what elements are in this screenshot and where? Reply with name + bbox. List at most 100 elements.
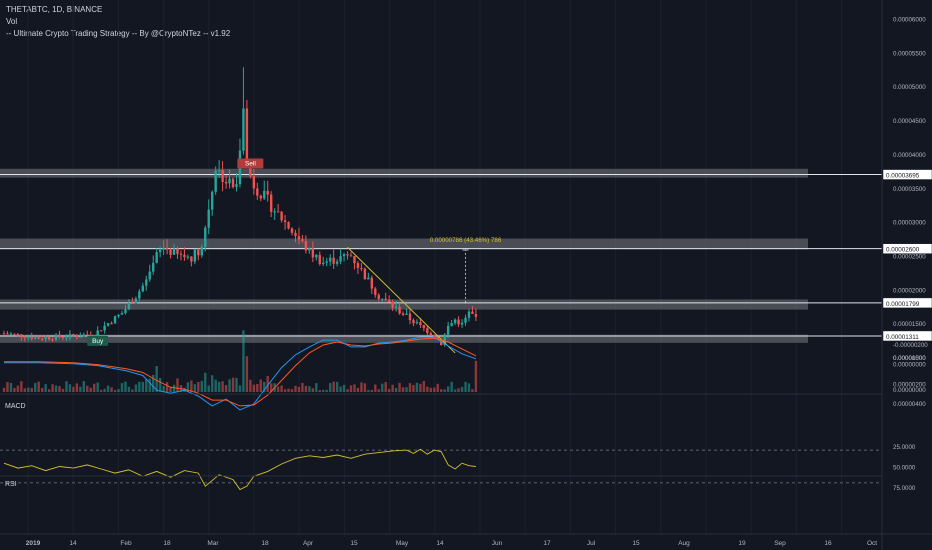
candle-body[interactable]: [37, 337, 40, 339]
candle-body[interactable]: [249, 165, 252, 177]
candle-body[interactable]: [287, 222, 290, 229]
candle-body[interactable]: [446, 325, 450, 335]
candle-body[interactable]: [457, 319, 460, 325]
candle-body[interactable]: [242, 108, 245, 151]
candle-body[interactable]: [179, 253, 183, 255]
candle-body[interactable]: [311, 248, 315, 258]
candle-body[interactable]: [440, 339, 443, 346]
candle-body[interactable]: [245, 108, 249, 166]
candle-body[interactable]: [224, 181, 228, 184]
candle-body[interactable]: [474, 314, 478, 317]
candle-body[interactable]: [412, 320, 415, 324]
candle-body[interactable]: [408, 313, 412, 321]
candle-body[interactable]: [301, 239, 304, 241]
candle-body[interactable]: [217, 170, 221, 172]
candle-body[interactable]: [304, 240, 308, 251]
candle-body[interactable]: [436, 337, 439, 340]
candle-body[interactable]: [127, 302, 131, 310]
candle-body[interactable]: [415, 322, 419, 324]
candle-body[interactable]: [384, 298, 387, 300]
candle-body[interactable]: [433, 335, 436, 338]
candle-body[interactable]: [214, 170, 217, 192]
candle-body[interactable]: [280, 211, 283, 221]
candle-body[interactable]: [27, 337, 30, 339]
candle-body[interactable]: [335, 261, 339, 264]
candle-body[interactable]: [124, 309, 127, 314]
candle-body[interactable]: [165, 247, 169, 250]
candle-body[interactable]: [162, 247, 165, 250]
candle-body[interactable]: [228, 178, 231, 184]
candle-body[interactable]: [103, 325, 106, 331]
candle-body[interactable]: [332, 257, 335, 264]
candle-body[interactable]: [99, 330, 103, 332]
candle-body[interactable]: [283, 220, 287, 223]
candle-body[interactable]: [34, 337, 37, 339]
candle-body[interactable]: [9, 333, 13, 335]
candle-body[interactable]: [339, 256, 342, 262]
candle-body[interactable]: [6, 333, 9, 335]
candle-body[interactable]: [391, 302, 394, 308]
candle-body[interactable]: [460, 322, 464, 325]
candle-body[interactable]: [294, 232, 297, 237]
candle-body[interactable]: [387, 299, 391, 303]
candle-body[interactable]: [453, 319, 457, 324]
candle-body[interactable]: [152, 262, 155, 272]
candle-body[interactable]: [193, 249, 197, 262]
candle-body[interactable]: [110, 323, 113, 325]
candle-body[interactable]: [155, 252, 158, 263]
candle-body[interactable]: [356, 263, 360, 269]
candle-body[interactable]: [394, 306, 398, 308]
candle-body[interactable]: [426, 328, 429, 334]
candle-body[interactable]: [471, 311, 474, 315]
candle-body[interactable]: [263, 190, 266, 199]
candle-body[interactable]: [370, 277, 374, 289]
candle-body[interactable]: [47, 337, 51, 340]
candle-body[interactable]: [325, 261, 328, 263]
candle-body[interactable]: [158, 249, 162, 253]
candle-body[interactable]: [231, 178, 235, 188]
candle-body[interactable]: [30, 337, 33, 339]
candle-body[interactable]: [68, 333, 72, 338]
drawings[interactable]: Sell Buy 0.00000786 (43.46%) 786: [87, 158, 502, 354]
candle-body[interactable]: [419, 322, 422, 326]
candle-body[interactable]: [308, 248, 311, 251]
candle-body[interactable]: [82, 334, 86, 337]
candle-body[interactable]: [211, 191, 214, 210]
candle-body[interactable]: [176, 248, 179, 254]
descending-trendline[interactable]: [347, 246, 456, 354]
candle-body[interactable]: [79, 336, 82, 338]
candle-body[interactable]: [346, 254, 349, 256]
candle-body[interactable]: [51, 339, 54, 341]
candle-body[interactable]: [2, 333, 6, 335]
candle-body[interactable]: [422, 325, 426, 329]
candle-body[interactable]: [96, 330, 99, 337]
candle-body[interactable]: [65, 337, 68, 339]
candle-body[interactable]: [297, 236, 301, 240]
candle-body[interactable]: [450, 323, 453, 326]
candle-body[interactable]: [276, 211, 280, 213]
candle-body[interactable]: [381, 298, 384, 300]
candle-body[interactable]: [134, 298, 138, 304]
candle-body[interactable]: [443, 334, 446, 346]
candle-body[interactable]: [221, 170, 224, 182]
candle-body[interactable]: [148, 271, 151, 280]
candle-body[interactable]: [40, 338, 44, 340]
candle-body[interactable]: [61, 337, 65, 339]
candle-body[interactable]: [120, 313, 124, 315]
candle-body[interactable]: [429, 333, 433, 336]
candle-body[interactable]: [58, 334, 61, 338]
candle-body[interactable]: [190, 256, 193, 262]
candle-body[interactable]: [106, 323, 110, 326]
candle-body[interactable]: [405, 313, 408, 315]
candle-body[interactable]: [89, 334, 92, 337]
price-label-box[interactable]: [882, 243, 932, 254]
candle-body[interactable]: [360, 268, 363, 270]
candle-body[interactable]: [464, 317, 467, 323]
candle-body[interactable]: [172, 248, 176, 255]
candle-body[interactable]: [75, 335, 79, 338]
candle-body[interactable]: [44, 337, 47, 340]
candle-body[interactable]: [342, 254, 346, 257]
candle-body[interactable]: [353, 255, 356, 264]
candle-body[interactable]: [16, 333, 20, 335]
candle-body[interactable]: [131, 302, 134, 304]
